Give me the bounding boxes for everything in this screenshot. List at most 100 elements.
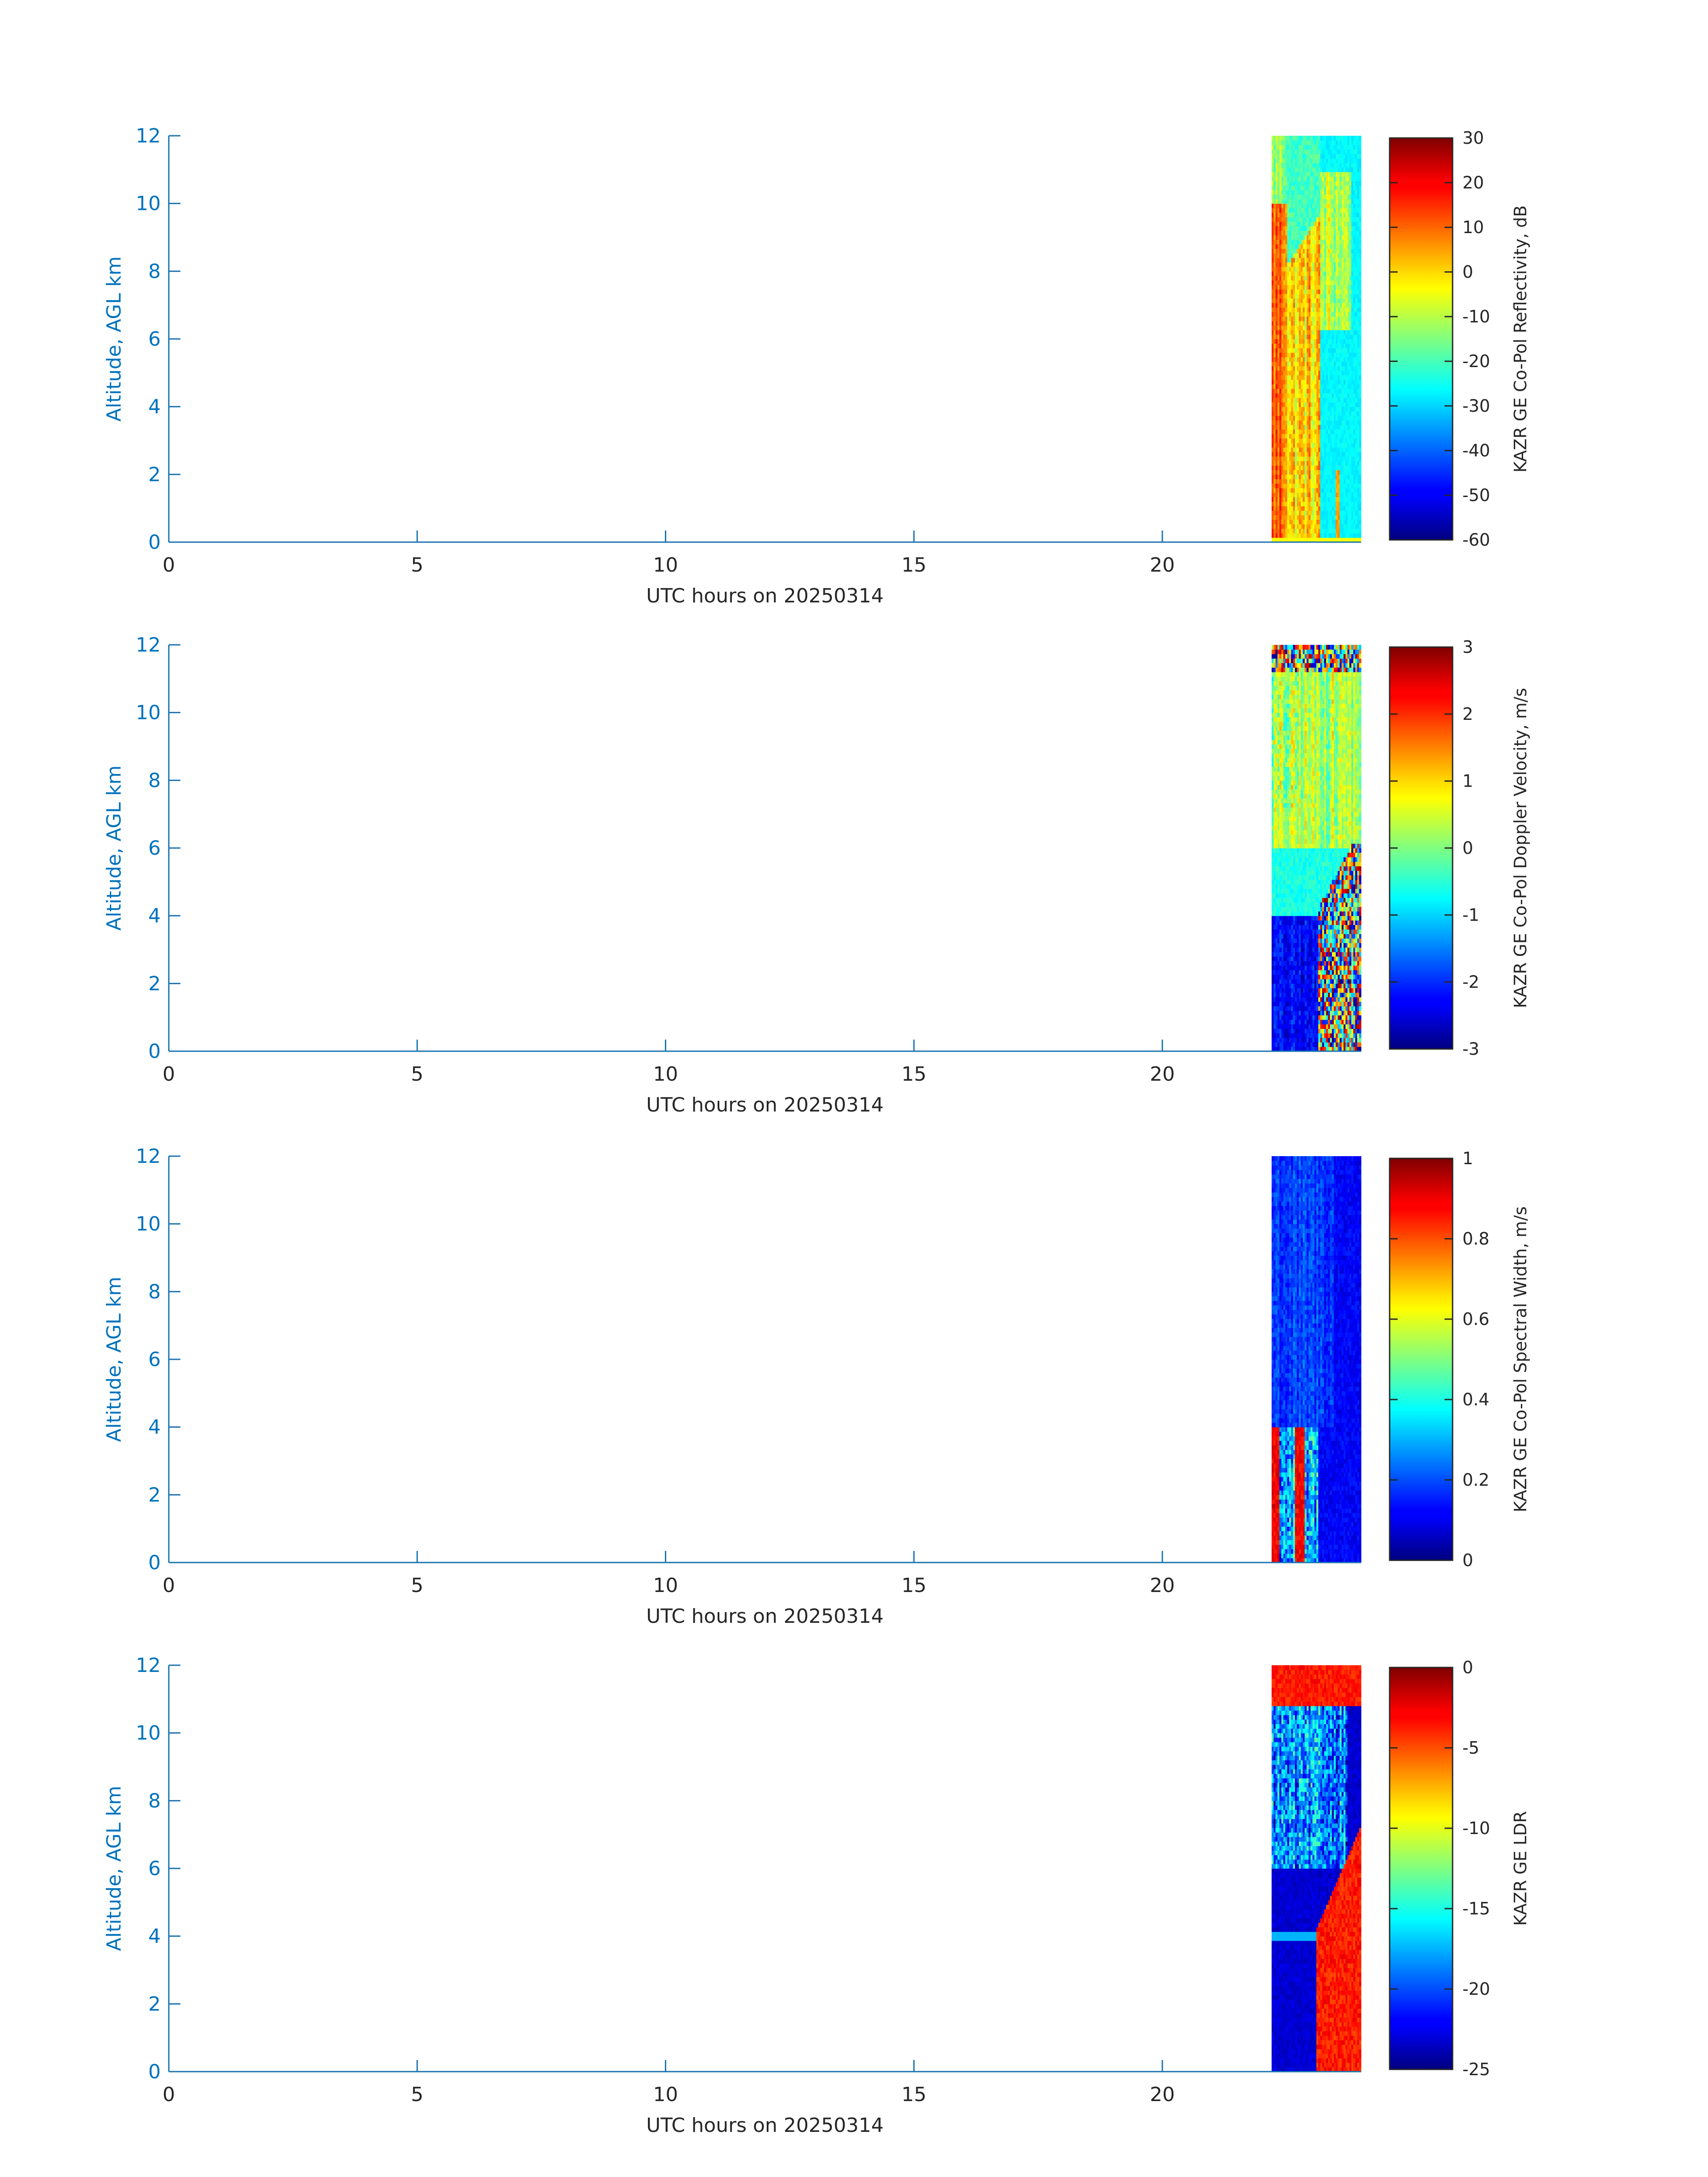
- heatmap-cell: [1355, 226, 1357, 231]
- heatmap-cell: [1314, 203, 1317, 209]
- heatmap-cell: [1274, 898, 1276, 903]
- heatmap-cell: [1310, 325, 1313, 330]
- heatmap-cell: [1291, 221, 1294, 226]
- heatmap-cell: [1345, 154, 1348, 159]
- heatmap-cell: [1289, 411, 1291, 416]
- heatmap-cell: [1316, 208, 1319, 213]
- heatmap-cell: [1277, 798, 1280, 803]
- heatmap-cell: [1345, 136, 1348, 141]
- heatmap-cell: [1293, 244, 1295, 249]
- heatmap-cell: [1316, 316, 1319, 322]
- heatmap-cell: [1283, 970, 1286, 975]
- heatmap-cell: [1345, 284, 1348, 290]
- heatmap-cell: [1320, 226, 1323, 231]
- heatmap-cell: [1353, 136, 1356, 141]
- heatmap-cell: [1301, 276, 1303, 281]
- heatmap-cell: [1287, 983, 1290, 989]
- heatmap-cell: [1304, 415, 1307, 421]
- heatmap-cell: [1322, 149, 1324, 155]
- heatmap-cell: [1291, 461, 1294, 466]
- heatmap-cell: [1332, 194, 1334, 200]
- heatmap-cell: [1312, 402, 1315, 407]
- heatmap-cell: [1283, 357, 1286, 362]
- heatmap-cell: [1277, 528, 1280, 534]
- heatmap-cell: [1301, 456, 1303, 461]
- heatmap-cell: [1293, 443, 1295, 448]
- heatmap-cell: [1349, 434, 1352, 439]
- heatmap-cell: [1326, 280, 1328, 285]
- heatmap-cell: [1303, 406, 1305, 412]
- heatmap-cell: [1328, 411, 1330, 416]
- heatmap-cell: [1308, 483, 1311, 489]
- heatmap-cell: [1275, 929, 1278, 934]
- heatmap-cell: [1320, 352, 1323, 358]
- heatmap-cell: [1277, 384, 1280, 389]
- heatmap-cell: [1326, 230, 1328, 236]
- heatmap-cell: [1299, 203, 1301, 209]
- heatmap-cell: [1357, 171, 1360, 177]
- heatmap-cell: [1287, 979, 1290, 984]
- heatmap-cell: [1318, 239, 1321, 245]
- heatmap-cell: [1289, 154, 1291, 159]
- heatmap-cell: [1277, 212, 1280, 217]
- heatmap-cell: [1351, 474, 1354, 480]
- heatmap-cell: [1279, 753, 1282, 758]
- heatmap-cell: [1349, 334, 1352, 339]
- heatmap-cell: [1318, 185, 1321, 190]
- heatmap-cell: [1283, 528, 1286, 534]
- heatmap-cell: [1320, 267, 1323, 272]
- heatmap-cell: [1283, 276, 1286, 281]
- heatmap-cell: [1279, 920, 1282, 925]
- heatmap-cell: [1332, 348, 1334, 353]
- heatmap-cell: [1285, 176, 1288, 181]
- heatmap-cell: [1275, 163, 1278, 168]
- heatmap-cell: [1310, 533, 1313, 538]
- heatmap-cell: [1283, 145, 1286, 150]
- heatmap-cell: [1274, 857, 1276, 862]
- heatmap-cell: [1274, 907, 1276, 912]
- heatmap-cell: [1353, 533, 1356, 538]
- heatmap-cell: [1359, 248, 1361, 254]
- heatmap-cell: [1297, 451, 1299, 457]
- heatmap-cell: [1295, 136, 1297, 141]
- heatmap-cell: [1303, 443, 1305, 448]
- heatmap-cell: [1318, 465, 1321, 470]
- heatmap-cell: [1291, 248, 1294, 254]
- heatmap-cell: [1320, 154, 1323, 159]
- heatmap-cell: [1279, 280, 1282, 285]
- heatmap-cell: [1347, 370, 1350, 376]
- heatmap-cell: [1277, 988, 1280, 993]
- heatmap-cell: [1343, 221, 1346, 226]
- heatmap-cell: [1341, 443, 1344, 448]
- heatmap-cell: [1277, 721, 1280, 727]
- heatmap-cell: [1285, 443, 1288, 448]
- heatmap-cell: [1274, 947, 1276, 953]
- heatmap-cell: [1299, 149, 1301, 155]
- heatmap-cell: [1287, 848, 1290, 853]
- heatmap-cell: [1345, 248, 1348, 254]
- heatmap-cell: [1295, 230, 1297, 236]
- heatmap-cell: [1307, 203, 1309, 209]
- heatmap-cell: [1353, 334, 1356, 339]
- heatmap-cell: [1293, 226, 1295, 231]
- heatmap-cell: [1355, 465, 1357, 470]
- heatmap-cell: [1281, 974, 1284, 979]
- heatmap-cell: [1274, 185, 1276, 190]
- heatmap-cell: [1291, 411, 1294, 416]
- heatmap-cell: [1332, 280, 1334, 285]
- heatmap-cell: [1310, 307, 1313, 312]
- heatmap-cell: [1351, 483, 1354, 489]
- heatmap-cell: [1274, 366, 1276, 371]
- heatmap-cell: [1289, 212, 1291, 217]
- heatmap-cell: [1349, 393, 1352, 398]
- heatmap-cell: [1336, 293, 1338, 299]
- heatmap-cell: [1277, 956, 1280, 961]
- heatmap-cell: [1351, 293, 1354, 299]
- heatmap-cell: [1343, 497, 1346, 502]
- heatmap-cell: [1307, 158, 1309, 163]
- heatmap-cell: [1347, 226, 1350, 231]
- heatmap-cell: [1291, 402, 1294, 407]
- heatmap-cell: [1303, 171, 1305, 177]
- heatmap-cell: [1334, 393, 1336, 398]
- heatmap-cell: [1277, 802, 1280, 808]
